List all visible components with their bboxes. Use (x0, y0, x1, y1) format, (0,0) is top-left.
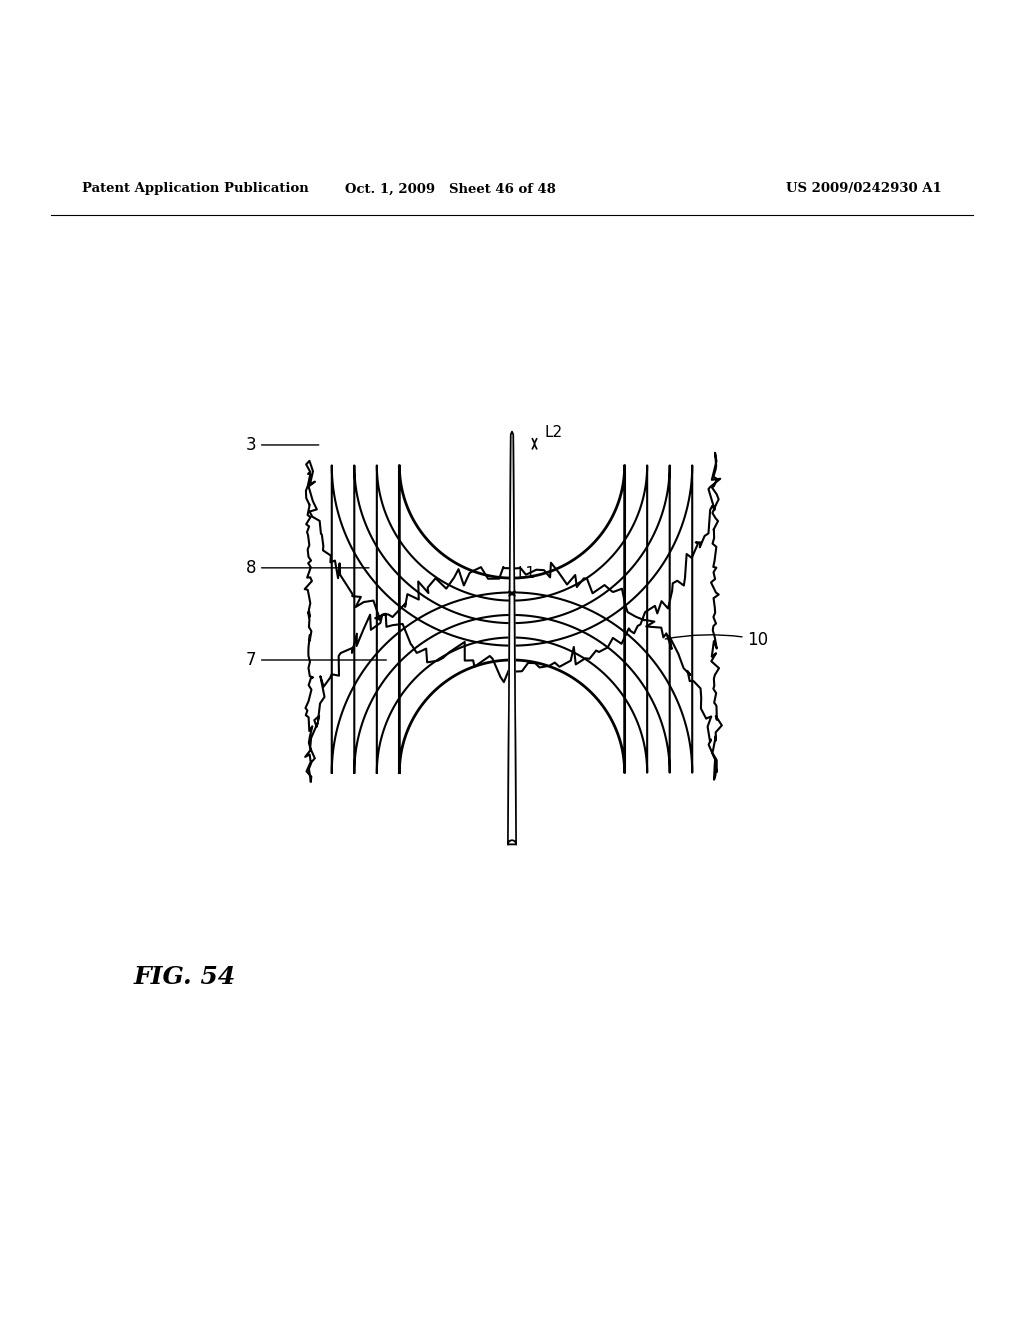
Text: L1: L1 (517, 566, 536, 581)
Polygon shape (508, 432, 516, 845)
Text: 8: 8 (246, 558, 369, 577)
Text: US 2009/0242930 A1: US 2009/0242930 A1 (786, 182, 942, 195)
Text: 10: 10 (666, 631, 769, 648)
Text: 3: 3 (246, 436, 318, 454)
Text: 7: 7 (246, 651, 386, 669)
Text: Patent Application Publication: Patent Application Publication (82, 182, 308, 195)
Text: Oct. 1, 2009   Sheet 46 of 48: Oct. 1, 2009 Sheet 46 of 48 (345, 182, 556, 195)
Text: FIG. 54: FIG. 54 (133, 965, 236, 990)
Text: L2: L2 (545, 425, 563, 440)
